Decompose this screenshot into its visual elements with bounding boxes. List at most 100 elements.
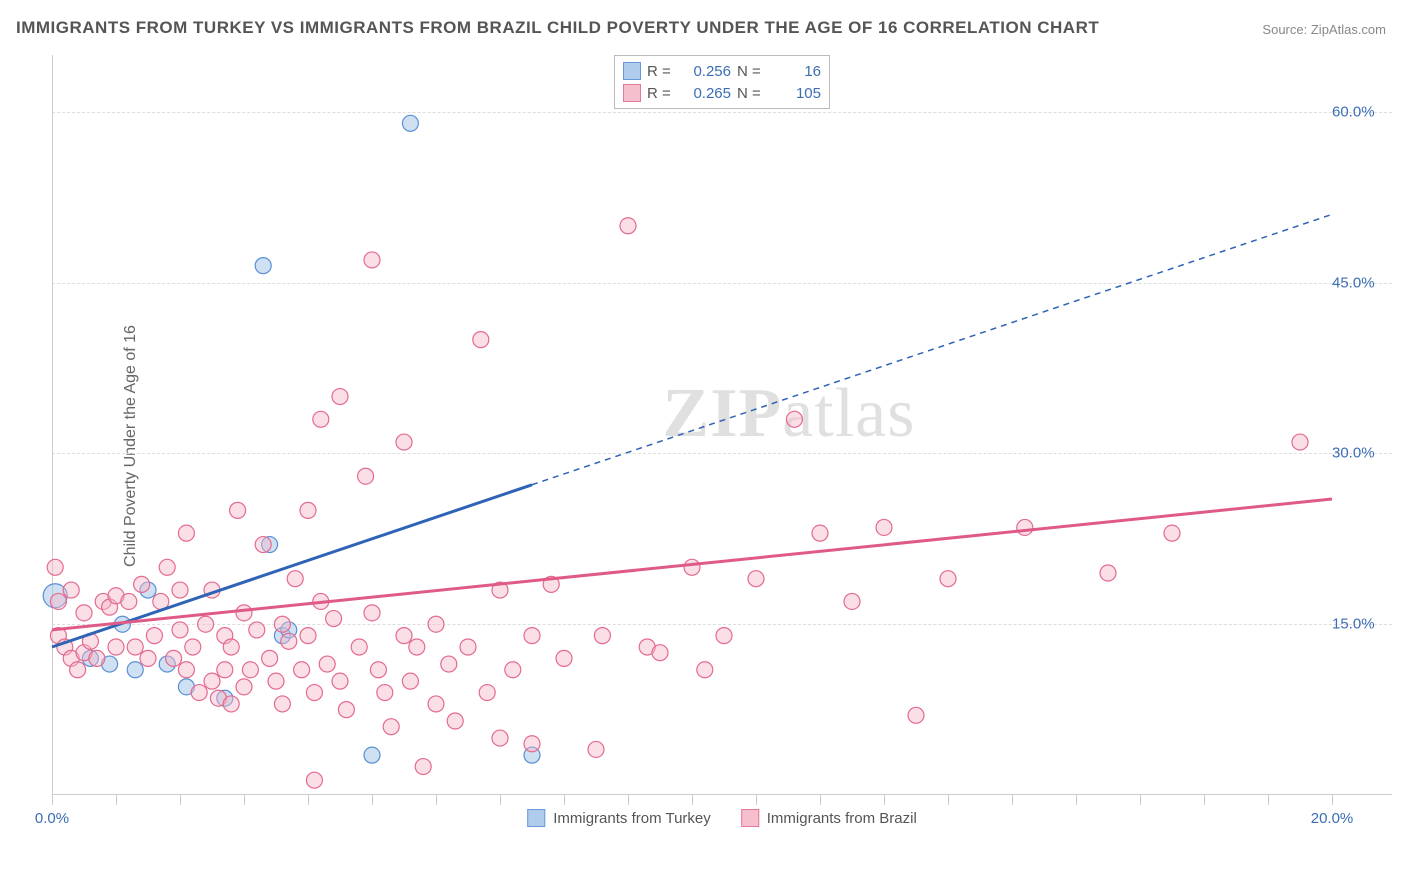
r-label: R = [647, 85, 675, 102]
data-point [332, 673, 348, 689]
r-value-turkey: 0.256 [681, 63, 731, 80]
data-point [300, 502, 316, 518]
data-point [383, 719, 399, 735]
data-point [908, 707, 924, 723]
legend-label-turkey: Immigrants from Turkey [553, 810, 711, 827]
legend-item-turkey: Immigrants from Turkey [527, 809, 711, 827]
data-point [396, 628, 412, 644]
chart-title: IMMIGRANTS FROM TURKEY VS IMMIGRANTS FRO… [16, 18, 1099, 38]
data-point [255, 537, 271, 553]
data-point [50, 593, 66, 609]
data-point [460, 639, 476, 655]
source-label: Source: [1262, 22, 1307, 37]
data-point [47, 559, 63, 575]
data-point [281, 633, 297, 649]
data-point [364, 252, 380, 268]
n-value-brazil: 105 [771, 85, 821, 102]
data-point [524, 628, 540, 644]
data-point [146, 628, 162, 644]
legend-row-brazil: R = 0.265 N = 105 [623, 82, 821, 104]
data-point [479, 685, 495, 701]
source-attribution: Source: ZipAtlas.com [1262, 22, 1386, 37]
data-point [441, 656, 457, 672]
data-point [396, 434, 412, 450]
data-point [338, 702, 354, 718]
data-point [716, 628, 732, 644]
n-label: N = [737, 85, 765, 102]
data-point [409, 639, 425, 655]
data-point [524, 736, 540, 752]
data-point [140, 650, 156, 666]
data-point [351, 639, 367, 655]
data-point [191, 685, 207, 701]
data-point [159, 559, 175, 575]
correlation-legend: R = 0.256 N = 16 R = 0.265 N = 105 [614, 55, 830, 109]
legend-label-brazil: Immigrants from Brazil [767, 810, 917, 827]
source-name: ZipAtlas.com [1311, 22, 1386, 37]
legend-item-brazil: Immigrants from Brazil [741, 809, 917, 827]
data-point [172, 582, 188, 598]
data-point [121, 593, 137, 609]
data-point [172, 622, 188, 638]
correlation-chart: IMMIGRANTS FROM TURKEY VS IMMIGRANTS FRO… [0, 0, 1406, 892]
data-point [127, 639, 143, 655]
swatch-turkey-icon [527, 809, 545, 827]
swatch-brazil-icon [741, 809, 759, 827]
data-point [166, 650, 182, 666]
x-tick-20: 20.0% [1311, 810, 1354, 827]
data-point [1100, 565, 1116, 581]
data-point [313, 411, 329, 427]
data-point [178, 525, 194, 541]
r-label: R = [647, 63, 675, 80]
data-point [255, 258, 271, 274]
data-point [588, 741, 604, 757]
data-point [1292, 434, 1308, 450]
data-point [428, 616, 444, 632]
series-legend: Immigrants from Turkey Immigrants from B… [527, 809, 917, 827]
data-point [204, 673, 220, 689]
data-point [89, 650, 105, 666]
data-point [223, 696, 239, 712]
trend-line [532, 214, 1332, 484]
data-point [697, 662, 713, 678]
data-point [274, 696, 290, 712]
data-point [876, 519, 892, 535]
data-point [652, 645, 668, 661]
data-point [428, 696, 444, 712]
data-point [178, 662, 194, 678]
n-value-turkey: 16 [771, 63, 821, 80]
data-point [358, 468, 374, 484]
data-point [332, 389, 348, 405]
data-point [492, 730, 508, 746]
data-point [402, 673, 418, 689]
n-label: N = [737, 63, 765, 80]
data-point [217, 662, 233, 678]
data-point [684, 559, 700, 575]
data-point [415, 759, 431, 775]
data-point [326, 611, 342, 627]
swatch-turkey [623, 62, 641, 80]
data-point [236, 605, 252, 621]
data-point [812, 525, 828, 541]
data-point [236, 679, 252, 695]
data-point [594, 628, 610, 644]
data-point [844, 593, 860, 609]
data-point [185, 639, 201, 655]
data-point [556, 650, 572, 666]
swatch-brazil [623, 84, 641, 102]
data-point [70, 662, 86, 678]
data-point [198, 616, 214, 632]
trend-line [52, 499, 1332, 630]
data-point [134, 576, 150, 592]
plot-area: 15.0%30.0%45.0%60.0% ZIPatlas R = 0.256 … [52, 55, 1392, 835]
data-point [262, 650, 278, 666]
data-point [319, 656, 335, 672]
data-point [1164, 525, 1180, 541]
r-value-brazil: 0.265 [681, 85, 731, 102]
data-point [300, 628, 316, 644]
data-point [223, 639, 239, 655]
data-point [63, 582, 79, 598]
data-point [127, 662, 143, 678]
data-point [268, 673, 284, 689]
data-point [76, 605, 92, 621]
